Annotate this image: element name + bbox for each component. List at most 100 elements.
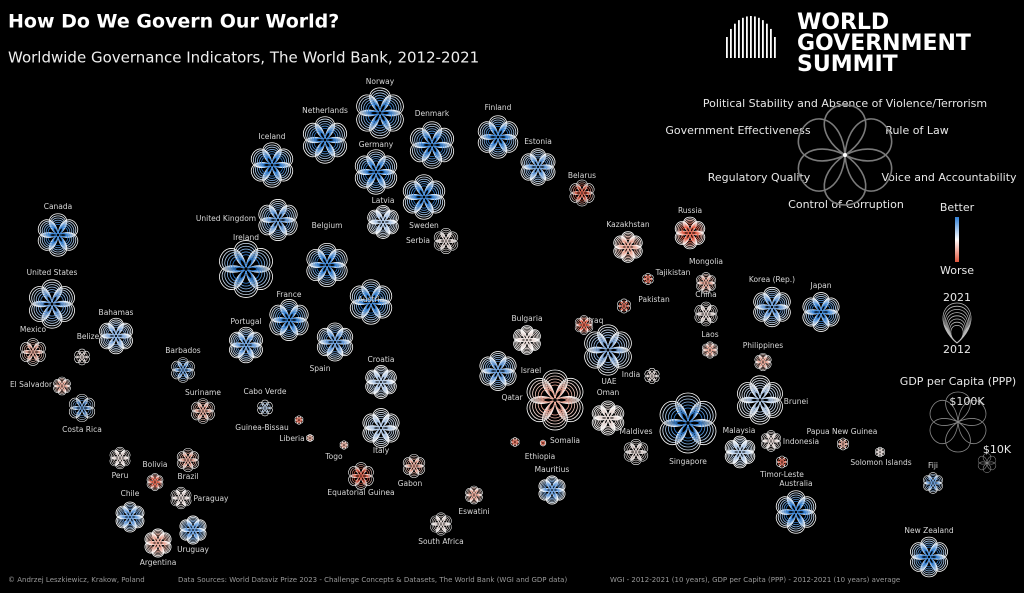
- petal: [879, 451, 884, 455]
- petal: [762, 361, 768, 366]
- petal: [202, 409, 212, 418]
- petal: [298, 417, 303, 421]
- country-label: Liberia: [279, 434, 304, 443]
- legend-flower: [797, 104, 893, 206]
- petal: [28, 342, 38, 353]
- country-flower: [837, 437, 849, 451]
- petal: [32, 346, 41, 354]
- petal: [642, 278, 649, 284]
- petal: [493, 370, 503, 382]
- petal: [646, 278, 650, 284]
- petal: [488, 363, 499, 373]
- petal: [319, 139, 331, 153]
- petal: [372, 375, 382, 384]
- petal: [413, 195, 425, 206]
- petal: [267, 153, 277, 166]
- petal: [445, 239, 455, 248]
- petal: [649, 370, 655, 377]
- petal: [469, 494, 475, 499]
- petal: [377, 381, 385, 391]
- petal: [977, 461, 988, 471]
- petal: [632, 451, 640, 460]
- petal: [367, 111, 381, 123]
- country-label: Estonia: [524, 137, 552, 146]
- petal: [382, 215, 392, 224]
- country-label: New Zealand: [904, 526, 954, 535]
- petal: [760, 361, 766, 368]
- petal: [602, 349, 614, 363]
- petal: [380, 380, 390, 389]
- petal: [32, 350, 41, 358]
- petal: [261, 163, 273, 174]
- petal: [623, 302, 629, 307]
- petal: [411, 459, 417, 467]
- country-label: Brazil: [178, 472, 199, 481]
- petal: [687, 409, 706, 426]
- flower-center: [270, 163, 274, 167]
- petal: [257, 401, 266, 410]
- country-flower: [574, 315, 594, 335]
- petal: [702, 307, 710, 315]
- petal: [545, 488, 553, 496]
- petal: [374, 215, 384, 224]
- petal: [297, 419, 301, 424]
- petal: [375, 163, 387, 174]
- petal: [259, 403, 266, 409]
- country-label: Guinea-Bissau: [235, 423, 289, 432]
- petal: [781, 457, 788, 464]
- petal: [434, 522, 442, 529]
- country-flower: [410, 121, 454, 169]
- petal: [648, 375, 656, 384]
- country-flower: [526, 369, 584, 431]
- petal: [699, 308, 707, 316]
- country-label: Israel: [521, 366, 542, 375]
- petal: [437, 239, 447, 248]
- country-label: Timor-Leste: [759, 470, 804, 479]
- petal: [122, 515, 131, 523]
- country-flower: [365, 365, 397, 399]
- petal: [595, 348, 609, 360]
- country-flower: [362, 408, 400, 448]
- country-label: United States: [27, 268, 78, 277]
- legend-year: 2012: [943, 343, 971, 356]
- flower-center: [378, 111, 382, 115]
- petal: [578, 185, 586, 194]
- petal: [705, 312, 713, 320]
- petal: [924, 546, 934, 558]
- flower-center: [81, 356, 83, 358]
- petal: [407, 464, 415, 471]
- petal: [262, 407, 268, 414]
- petal: [842, 443, 848, 448]
- petal: [707, 345, 713, 351]
- petal: [551, 484, 559, 492]
- petal: [117, 457, 123, 465]
- flower-center: [739, 451, 741, 453]
- petal: [578, 320, 585, 326]
- petal: [519, 334, 528, 342]
- petal: [322, 253, 332, 266]
- legend-indicator: Political Stability and Absence of Viole…: [703, 97, 987, 110]
- petal: [595, 340, 609, 352]
- petal: [473, 491, 479, 496]
- petal: [334, 334, 345, 344]
- legend-years: [942, 302, 972, 344]
- petal: [360, 300, 372, 311]
- petal: [150, 481, 156, 486]
- petal: [513, 438, 517, 443]
- petal: [648, 368, 656, 377]
- petal: [781, 460, 788, 467]
- petal: [178, 497, 184, 505]
- petal: [115, 329, 125, 338]
- petal: [179, 369, 187, 379]
- country-flower: [923, 472, 943, 494]
- logo-bar: [730, 28, 732, 58]
- flower-center: [705, 282, 707, 284]
- petal: [78, 400, 86, 409]
- petal: [982, 462, 992, 473]
- petal: [928, 555, 939, 565]
- petal: [277, 218, 288, 228]
- petal: [644, 370, 653, 378]
- country-flower: [430, 512, 452, 536]
- petal: [434, 519, 442, 526]
- petal: [526, 338, 535, 346]
